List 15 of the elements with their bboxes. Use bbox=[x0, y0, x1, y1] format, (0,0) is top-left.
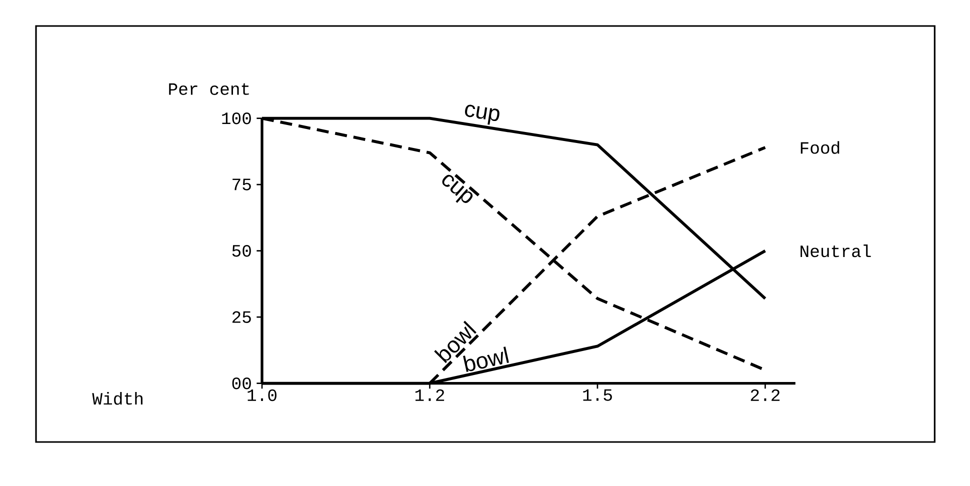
text: cup bbox=[442, 174, 473, 204]
annotation: Neutral bbox=[800, 244, 871, 258]
y-tick-label: 100 bbox=[222, 112, 251, 124]
y-tick-label: 25 bbox=[232, 311, 251, 323]
x-tick-label: 1.2 bbox=[415, 389, 444, 401]
x-axis-title: Width bbox=[92, 392, 142, 405]
x-tick-label: 1.5 bbox=[583, 389, 612, 401]
y-tick-label: 50 bbox=[232, 244, 251, 257]
x-tick-label: 1.0 bbox=[248, 389, 276, 402]
text: cup bbox=[464, 104, 500, 125]
y-axis-title: Per cent bbox=[169, 83, 249, 95]
y-tick-label: 75 bbox=[232, 178, 251, 190]
annotation: Food bbox=[800, 141, 840, 154]
x-tick-label: 2.2 bbox=[750, 389, 780, 401]
y-tick-label: 00 bbox=[232, 377, 251, 390]
